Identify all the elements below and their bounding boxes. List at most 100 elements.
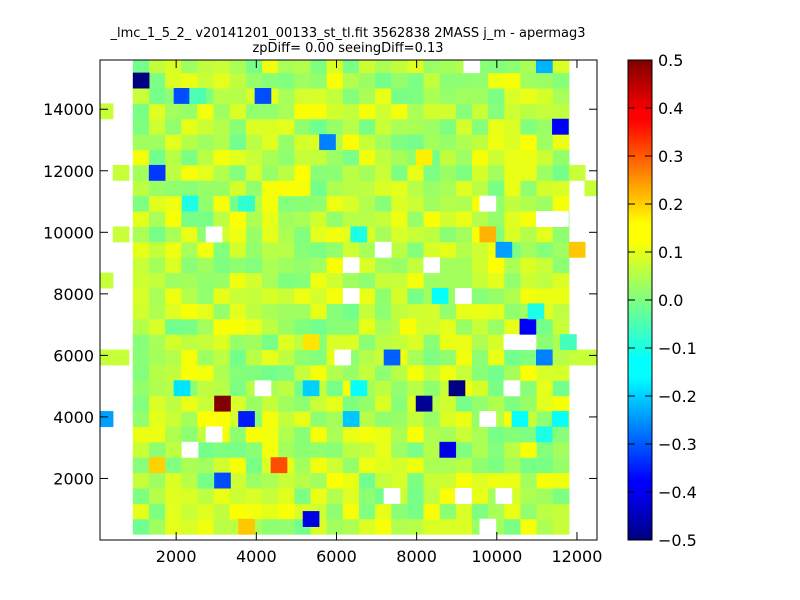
heatmap-empty-cell <box>479 411 497 427</box>
heatmap-cell <box>213 88 231 104</box>
heatmap-cell <box>294 272 311 289</box>
heatmap-empty-cell <box>463 60 481 74</box>
heatmap-cell <box>536 241 554 258</box>
heatmap-cell <box>213 134 231 151</box>
heatmap-cell <box>391 60 408 74</box>
heatmap-cell <box>536 288 554 304</box>
heatmap-cell <box>375 272 392 289</box>
heatmap-cell <box>520 88 538 104</box>
heatmap-cell <box>148 303 166 320</box>
heatmap-cell <box>407 457 425 474</box>
heatmap-cell <box>439 226 457 243</box>
heatmap-cell <box>213 103 231 120</box>
heatmap-cell <box>319 134 336 151</box>
heatmap-cell <box>132 134 150 151</box>
heatmap-cell <box>536 134 554 151</box>
heatmap-cell <box>229 272 247 289</box>
heatmap-cell <box>536 518 554 535</box>
heatmap-cell <box>310 272 328 289</box>
heatmap-cell <box>197 211 215 227</box>
heatmap-cell <box>568 349 586 366</box>
heatmap-cell <box>165 426 182 443</box>
heatmap-cell <box>407 72 425 89</box>
heatmap-cell <box>488 380 505 397</box>
heatmap-cell <box>262 272 279 289</box>
heatmap-cell <box>326 72 344 89</box>
heatmap-cell <box>342 195 360 212</box>
heatmap-cell <box>326 518 344 535</box>
heatmap-cell <box>278 426 295 443</box>
heatmap-cell <box>568 241 586 258</box>
heatmap-cell <box>375 457 392 474</box>
heatmap-cell <box>245 349 263 366</box>
heatmap-cell <box>213 149 231 166</box>
heatmap-cell <box>229 118 247 135</box>
heatmap-cell <box>278 318 295 335</box>
x-axis: 2000 4000 6000 8000 10000 12000 <box>156 60 602 566</box>
heatmap-cell <box>213 272 231 289</box>
heatmap-cell <box>165 272 182 289</box>
heatmap-cell <box>520 60 538 74</box>
heatmap-cell <box>488 441 505 458</box>
heatmap-cell <box>391 272 408 289</box>
heatmap-cell <box>294 88 311 104</box>
heatmap-cell <box>552 180 570 197</box>
heatmap-cell <box>407 441 425 458</box>
heatmap-cell <box>100 103 114 120</box>
heatmap-cell <box>197 195 215 212</box>
heatmap-cell <box>245 395 263 412</box>
heatmap-cell <box>112 349 130 366</box>
heatmap-cell <box>358 426 376 443</box>
heatmap-cell <box>536 488 554 504</box>
heatmap-cell <box>375 134 392 151</box>
heatmap-cell <box>181 457 198 474</box>
heatmap-cell <box>358 349 376 366</box>
heatmap-cell <box>391 88 408 104</box>
heatmap-cell <box>552 164 570 181</box>
heatmap-cell <box>552 257 570 274</box>
heatmap-cell <box>439 472 457 489</box>
heatmap-cell <box>165 118 182 135</box>
heatmap-cell <box>439 149 457 166</box>
heatmap-cell <box>245 503 263 520</box>
heatmap-cell <box>254 88 272 104</box>
heatmap-cell <box>536 349 553 366</box>
heatmap-cell <box>326 364 344 381</box>
heatmap-cell <box>552 103 570 120</box>
heatmap-cell <box>552 272 570 289</box>
heatmap-cell <box>520 118 538 135</box>
heatmap-empty-cell <box>254 380 272 397</box>
heatmap-cell <box>310 303 328 320</box>
heatmap-cell <box>342 60 360 74</box>
heatmap-cell <box>504 364 521 381</box>
heatmap-cell <box>245 211 263 227</box>
heatmap-cell <box>229 180 247 197</box>
heatmap-empty-cell <box>503 334 521 351</box>
heatmap-cell <box>278 180 295 197</box>
heatmap-cell <box>536 257 554 274</box>
heatmap-cell <box>278 211 295 227</box>
heatmap-cell <box>229 488 247 504</box>
heatmap-cell <box>536 426 553 443</box>
heatmap-cell <box>342 503 360 520</box>
heatmap-cell <box>520 395 538 412</box>
heatmap-cell <box>552 72 570 89</box>
heatmap-cell <box>455 164 473 181</box>
heatmap-cell <box>423 518 441 535</box>
heatmap-cell <box>342 318 360 335</box>
heatmap-cell <box>245 288 263 304</box>
heatmap-cell <box>181 211 198 227</box>
heatmap-cell <box>294 149 311 166</box>
heatmap-cell <box>148 334 166 351</box>
heatmap-cell <box>350 380 368 397</box>
heatmap-cell <box>520 488 538 504</box>
heatmap-cell <box>423 457 441 474</box>
heatmap-cell <box>326 103 344 120</box>
heatmap-cell <box>229 395 247 412</box>
heatmap-cell <box>439 241 457 258</box>
heatmap-cell <box>197 60 215 74</box>
heatmap-cell <box>407 257 425 274</box>
heatmap-cell <box>391 441 408 458</box>
heatmap-cell <box>439 441 457 458</box>
heatmap-cell <box>148 226 166 243</box>
